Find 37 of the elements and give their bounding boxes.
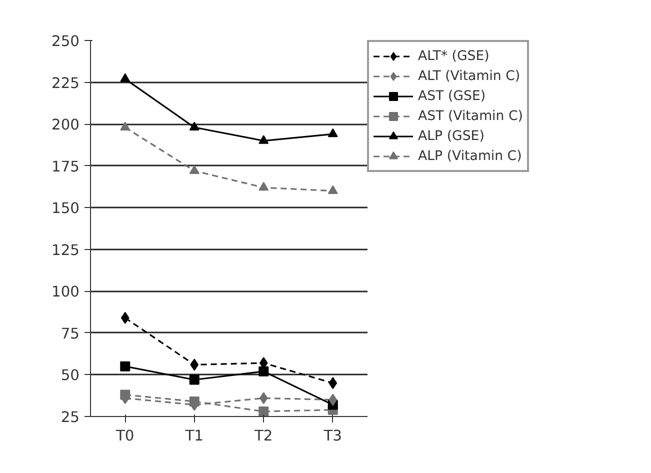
y-tick-label: 100 (52, 284, 80, 301)
point (189, 122, 200, 130)
point (259, 392, 268, 404)
legend-label: ALP (GSE) (418, 128, 484, 144)
x-tick-label: T1 (184, 428, 204, 444)
point (328, 394, 338, 406)
point (189, 374, 200, 385)
x-tick-label: T0 (114, 428, 134, 444)
y-tick-label: 225 (52, 74, 80, 92)
point (120, 73, 130, 82)
point (328, 185, 338, 194)
point (120, 312, 130, 324)
point (258, 182, 269, 191)
y-tick-label: 125 (52, 242, 80, 259)
point (328, 128, 338, 138)
point (258, 366, 269, 376)
legend-label: ALT* (GSE) (418, 48, 490, 64)
legend-label: AST (Vitamin C) (418, 108, 523, 124)
point (120, 122, 130, 130)
point (190, 358, 199, 371)
legend-label: ALP (Vitamin C) (418, 148, 522, 164)
x-tick-label: T3 (322, 428, 342, 444)
legend-label: ALT (Vitamin C) (418, 68, 520, 84)
legend-label: AST (GSE) (418, 88, 486, 104)
y-tick-label: 250 (52, 33, 80, 50)
y-tick-label: 175 (52, 158, 80, 176)
x-tick-label: T2 (253, 428, 273, 444)
point (189, 165, 200, 174)
y-tick-label: 75 (60, 325, 80, 342)
y-tick-label: 25 (60, 409, 80, 426)
point (120, 361, 130, 372)
point (258, 406, 269, 416)
y-tick-label: 50 (60, 367, 80, 384)
y-tick-label: 200 (52, 116, 80, 134)
y-tick-label: 150 (52, 200, 80, 218)
point (328, 377, 338, 390)
point (258, 135, 269, 144)
